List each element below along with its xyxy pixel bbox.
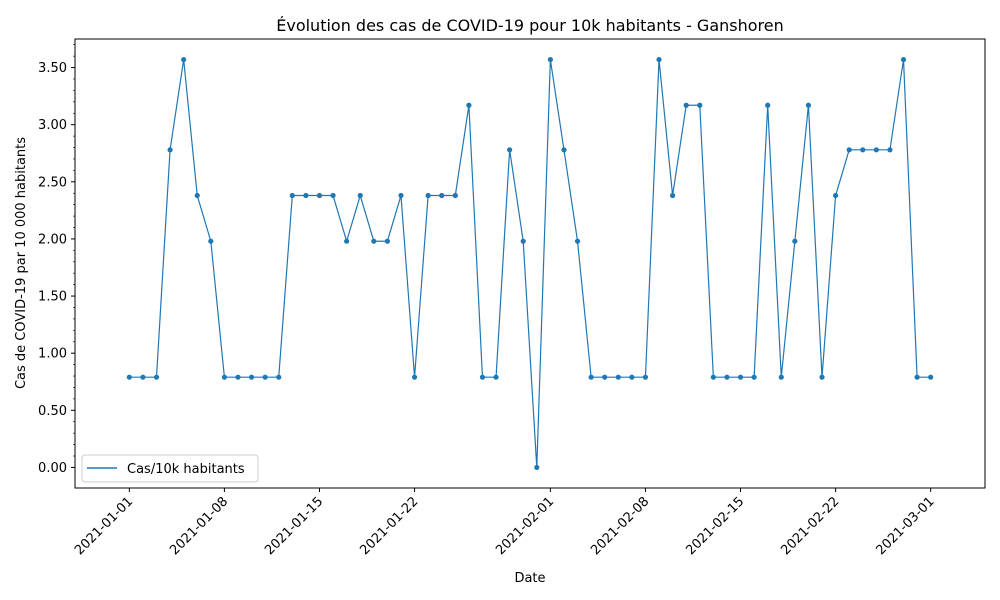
data-point: [887, 147, 893, 153]
data-point: [710, 374, 716, 380]
data-point: [724, 374, 730, 380]
data-point: [751, 374, 757, 380]
data-point: [248, 374, 255, 380]
series-line: [129, 58, 931, 469]
data-point: [792, 238, 798, 244]
data-point: [262, 374, 268, 380]
y-tick-label: 2.50: [38, 175, 67, 190]
data-point: [276, 374, 282, 380]
data-point: [289, 192, 295, 199]
data-point: [615, 374, 621, 380]
y-axis: 0.00 0.50 1.00 1.50 2.00 2.50 3.00 3.50: [38, 44, 75, 476]
data-point: [914, 374, 920, 380]
legend: Cas/10k habitants: [81, 454, 259, 483]
data-point: [384, 238, 390, 244]
legend-label: Cas/10k habitants: [127, 462, 245, 477]
x-tick-label: 2021-01-01: [72, 494, 136, 558]
legend-box: [81, 454, 259, 483]
data-point: [316, 192, 323, 199]
data-point: [371, 238, 377, 244]
data-point: [602, 374, 608, 380]
data-point: [520, 238, 526, 244]
x-axis-label: Date: [514, 571, 545, 586]
y-axis-label: Cas de COVID-19 par 10 000 habitants: [14, 137, 29, 389]
x-tick-label: 2021-01-15: [262, 494, 326, 558]
x-tick-label: 2021-01-22: [357, 494, 421, 558]
data-point: [534, 464, 540, 471]
data-point: [574, 238, 581, 244]
data-point: [153, 374, 160, 380]
y-tick-label: 0.50: [38, 404, 67, 419]
data-point: [737, 374, 744, 380]
data-point: [819, 374, 825, 380]
data-point: [683, 102, 689, 108]
x-tick-label: 2021-03-01: [873, 494, 937, 558]
data-point: [330, 192, 336, 199]
x-tick-label: 2021-02-08: [588, 494, 652, 558]
y-tick-label: 3.00: [38, 118, 67, 133]
data-point: [411, 374, 418, 380]
data-point: [588, 374, 594, 380]
data-point: [221, 374, 228, 380]
data-point: [629, 374, 635, 380]
x-tick-label: 2021-02-15: [683, 494, 747, 558]
y-tick-label: 3.50: [38, 61, 67, 76]
data-point: [181, 56, 187, 63]
x-axis: 2021-01-01 2021-01-08 2021-01-15 2021-01-22…: [72, 488, 938, 558]
x-tick-label: 2021-02-01: [493, 494, 557, 558]
data-point: [642, 374, 649, 380]
data-point: [344, 238, 350, 244]
data-point: [832, 192, 839, 199]
x-tick-label: 2021-01-08: [167, 494, 231, 558]
plot-area: [74, 38, 986, 489]
data-point: [507, 147, 513, 153]
data-point: [303, 192, 309, 199]
data-point: [140, 374, 146, 380]
data-point: [398, 192, 404, 199]
data-point: [126, 374, 132, 380]
data-point: [208, 238, 214, 244]
data-point: [860, 147, 866, 153]
data-point: [493, 374, 499, 380]
data-point: [697, 102, 703, 108]
data-point: [452, 192, 458, 199]
data-point: [425, 192, 431, 199]
chart-title: Évolution des cas de COVID-19 pour 10k h…: [276, 16, 784, 35]
data-point: [805, 102, 812, 108]
y-tick-label: 0.00: [38, 461, 67, 476]
data-point: [194, 192, 200, 199]
data-point: [547, 56, 553, 63]
data-point: [778, 374, 784, 380]
series-group: [126, 56, 934, 471]
data-point: [670, 192, 676, 199]
data-point: [846, 147, 852, 153]
y-tick-label: 2.00: [38, 232, 67, 247]
data-point: [439, 192, 445, 199]
data-point: [656, 56, 662, 63]
y-tick-label: 1.50: [38, 290, 67, 305]
data-point: [765, 102, 771, 108]
data-point: [900, 56, 907, 63]
y-tick-label: 1.00: [38, 347, 67, 362]
data-point: [466, 102, 472, 108]
data-point: [928, 374, 934, 380]
x-tick-label: 2021-02-22: [778, 494, 842, 558]
data-point: [479, 374, 486, 380]
data-point: [873, 147, 879, 153]
data-point: [167, 147, 173, 153]
data-point: [357, 192, 363, 199]
data-point: [561, 147, 567, 153]
data-point: [235, 374, 241, 380]
